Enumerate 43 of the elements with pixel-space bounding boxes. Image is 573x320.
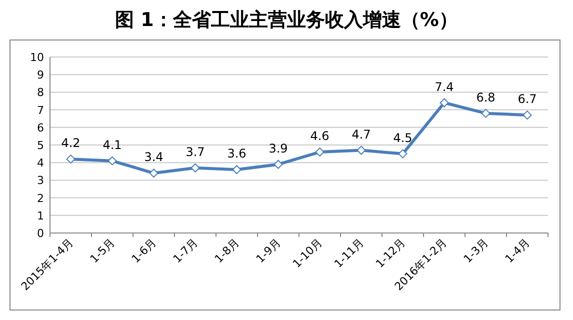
data-label: 4.5 — [393, 130, 412, 145]
point — [315, 148, 324, 157]
x-tick-label: 1-4月 — [502, 236, 532, 266]
point — [149, 168, 158, 178]
data-label: 3.7 — [186, 144, 205, 159]
data-label: 4.1 — [102, 138, 122, 152]
x-tick-label: 1-8月 — [212, 236, 242, 266]
point — [356, 146, 366, 155]
x-tick-label: 1-5月 — [88, 236, 118, 266]
data-label: 3.4 — [144, 150, 164, 164]
point — [522, 110, 532, 120]
y-tick-label: 2 — [37, 192, 44, 205]
point — [108, 156, 117, 166]
data-label: 4.6 — [310, 129, 330, 144]
y-tick-label: 6 — [37, 121, 44, 134]
point — [481, 108, 490, 118]
point — [440, 98, 449, 108]
y-tick-label: 1 — [37, 209, 44, 222]
point — [232, 165, 242, 174]
point — [66, 154, 76, 164]
data-label: 7.4 — [434, 80, 454, 94]
point — [274, 160, 283, 169]
x-tick-label: 1-6月 — [129, 236, 159, 266]
data-label: 4.7 — [352, 127, 371, 142]
y-tick-label: 0 — [37, 227, 44, 240]
x-tick-label: 1-3月 — [461, 236, 491, 266]
x-tick-label: 1-7月 — [170, 236, 200, 266]
data-label: 6.8 — [476, 90, 496, 104]
data-label: 3.9 — [268, 141, 288, 156]
y-tick-label: 4 — [37, 156, 44, 170]
y-tick-label: 9 — [37, 68, 44, 82]
data-label: 4.2 — [61, 136, 80, 150]
y-tick-label: 10 — [30, 51, 44, 64]
y-tick-label: 7 — [37, 104, 44, 117]
x-tick-label: 1-9月 — [254, 236, 284, 266]
y-tick-label: 5 — [37, 139, 44, 152]
point — [398, 149, 408, 158]
y-tick-label: 8 — [37, 86, 44, 100]
y-tick-label: 3 — [37, 174, 44, 188]
chart-title: 图 1：全省工业主营业务收入增速（%） — [115, 9, 458, 31]
data-label: 3.6 — [227, 146, 246, 161]
data-label: 6.7 — [518, 92, 537, 106]
point — [190, 163, 200, 172]
